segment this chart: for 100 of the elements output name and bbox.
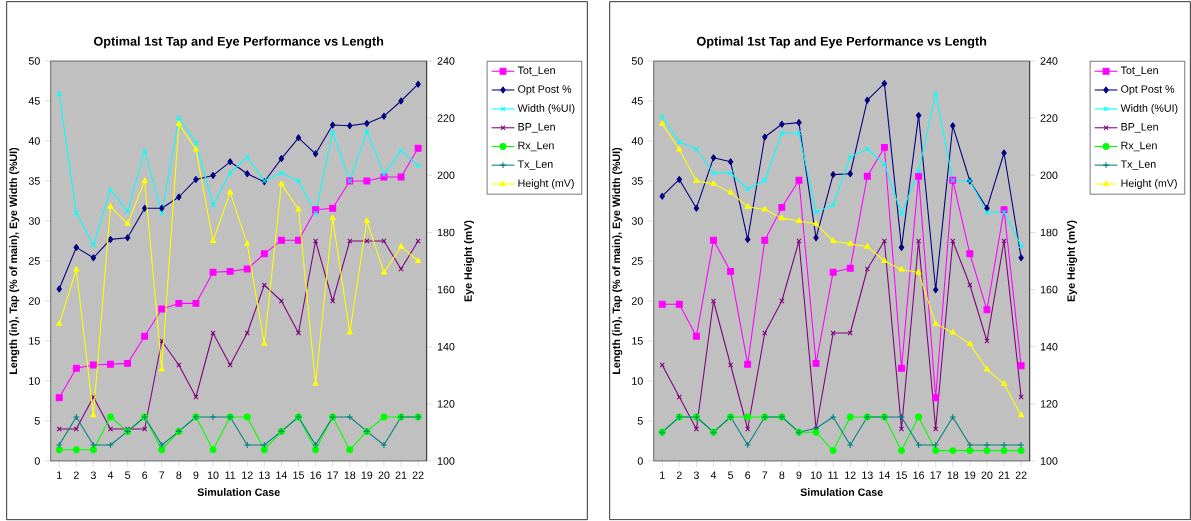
x-tick-label: 1 bbox=[57, 471, 62, 479]
x-tick-label: 7 bbox=[159, 471, 165, 479]
legend-label: Width (%UI) bbox=[1120, 104, 1178, 114]
x-tick-label: 9 bbox=[796, 471, 802, 479]
x-tick-label: 16 bbox=[310, 471, 322, 479]
chart-title: Optimal 1st Tap and Eye Performance vs Length bbox=[696, 36, 987, 49]
x-tick-label: 8 bbox=[779, 471, 785, 479]
legend-label: Rx_Len bbox=[1121, 141, 1157, 152]
x-tick-label: 12 bbox=[242, 471, 253, 479]
x-tick-label: 11 bbox=[225, 471, 236, 479]
legend-label: Tx_Len bbox=[517, 160, 553, 170]
x-tick-label: 15 bbox=[293, 471, 304, 479]
x-tick-label: 13 bbox=[259, 471, 270, 479]
legend-label: Opt Post % bbox=[518, 85, 572, 95]
y-tick-label: 0 bbox=[637, 457, 643, 465]
x-tick-label: 16 bbox=[913, 471, 925, 479]
y2-tick-label: 160 bbox=[1040, 285, 1058, 294]
legend-label: Rx_Len bbox=[518, 141, 554, 152]
y-tick-label: 45 bbox=[28, 97, 40, 105]
x-tick-label: 10 bbox=[810, 471, 822, 479]
x-tick-label: 14 bbox=[879, 471, 891, 479]
legend-label: Tot_Len bbox=[1120, 66, 1158, 77]
y-tick-label: 40 bbox=[28, 137, 40, 145]
x-tick-label: 3 bbox=[693, 471, 699, 479]
y2-tick-label: 180 bbox=[1040, 228, 1058, 237]
x-tick-label: 2 bbox=[73, 471, 79, 479]
x-tick-label: 20 bbox=[378, 471, 390, 479]
x-tick-label: 5 bbox=[728, 471, 734, 479]
legend-label: Height (mV) bbox=[518, 179, 574, 190]
x-tick-label: 2 bbox=[676, 471, 682, 479]
y2-tick-label: 100 bbox=[437, 457, 455, 465]
y-tick-label: 0 bbox=[34, 457, 40, 465]
y-tick-label: 5 bbox=[637, 417, 643, 425]
y-tick-label: 50 bbox=[28, 57, 40, 65]
y-axis-title: Length (in), Tap (% of main), Eye Width (%UI) bbox=[9, 147, 20, 374]
y-tick-label: 30 bbox=[28, 217, 40, 225]
x-tick-label: 18 bbox=[947, 471, 959, 479]
y-tick-label: 20 bbox=[631, 297, 643, 305]
x-tick-label: 19 bbox=[361, 471, 373, 479]
x-tick-label: 3 bbox=[90, 471, 96, 479]
legend-label: BP_Len bbox=[1121, 123, 1158, 133]
y2-tick-label: 200 bbox=[1040, 171, 1058, 180]
y-tick-label: 35 bbox=[28, 177, 40, 185]
x-tick-label: 6 bbox=[142, 471, 148, 479]
y-tick-label: 25 bbox=[28, 257, 40, 265]
y-tick-label: 45 bbox=[631, 97, 643, 105]
y2-tick-label: 120 bbox=[437, 400, 455, 408]
x-tick-label: 18 bbox=[344, 471, 356, 479]
legend-label: BP_Len bbox=[518, 123, 555, 133]
x-tick-label: 8 bbox=[176, 471, 182, 479]
x-tick-label: 7 bbox=[762, 471, 768, 479]
legend-label: Opt Post % bbox=[1121, 85, 1175, 95]
y2-tick-label: 240 bbox=[1040, 57, 1058, 65]
y-tick-label: 50 bbox=[631, 57, 643, 65]
x-tick-label: 9 bbox=[193, 471, 199, 479]
x-axis-title: Simulation Case bbox=[800, 488, 883, 496]
y-tick-label: 30 bbox=[631, 217, 643, 225]
chart-title: Optimal 1st Tap and Eye Performance vs Length bbox=[93, 36, 384, 49]
y2-tick-label: 220 bbox=[1040, 114, 1058, 122]
x-tick-label: 21 bbox=[998, 471, 1010, 479]
x-tick-label: 20 bbox=[981, 471, 993, 479]
legend-label: Height (mV) bbox=[1121, 179, 1177, 190]
x-tick-label: 14 bbox=[276, 471, 288, 479]
x-tick-label: 6 bbox=[745, 471, 751, 479]
y-axis-title: Length (in), Tap (% of main), Eye Width (%UI) bbox=[612, 147, 623, 374]
x-tick-label: 17 bbox=[327, 471, 339, 479]
y-tick-label: 35 bbox=[631, 177, 643, 185]
legend-label: Tx_Len bbox=[1120, 160, 1156, 170]
y2-tick-label: 140 bbox=[437, 342, 455, 351]
x-tick-label: 10 bbox=[207, 471, 219, 479]
x-tick-label: 17 bbox=[930, 471, 942, 479]
x-tick-label: 4 bbox=[107, 471, 114, 479]
y2-tick-label: 120 bbox=[1040, 400, 1058, 408]
x-axis-title: Simulation Case bbox=[197, 488, 280, 496]
x-tick-label: 22 bbox=[412, 471, 424, 479]
x-tick-label: 12 bbox=[845, 471, 856, 479]
y2-axis-title: Eye Height (mV) bbox=[1067, 220, 1078, 302]
y2-tick-label: 240 bbox=[437, 57, 455, 65]
legend-label: Width (%UI) bbox=[517, 104, 575, 114]
y2-tick-label: 220 bbox=[437, 114, 455, 122]
y-tick-label: 40 bbox=[631, 137, 643, 145]
y-tick-label: 25 bbox=[631, 257, 643, 265]
y-tick-label: 10 bbox=[632, 377, 643, 385]
y2-tick-label: 180 bbox=[437, 228, 455, 237]
y-tick-label: 20 bbox=[28, 297, 40, 305]
x-tick-label: 5 bbox=[125, 471, 131, 479]
legend-label: Tot_Len bbox=[517, 66, 555, 77]
x-tick-label: 13 bbox=[862, 471, 873, 479]
y2-axis-title: Eye Height (mV) bbox=[464, 220, 475, 302]
y2-tick-label: 160 bbox=[437, 285, 455, 294]
x-tick-label: 4 bbox=[710, 471, 717, 479]
y2-tick-label: 100 bbox=[1040, 457, 1058, 465]
y2-tick-label: 200 bbox=[437, 171, 455, 180]
y-tick-label: 10 bbox=[29, 377, 40, 385]
x-tick-label: 15 bbox=[896, 471, 907, 479]
y-tick-label: 15 bbox=[632, 337, 643, 345]
y-tick-label: 15 bbox=[29, 337, 40, 345]
x-tick-label: 21 bbox=[395, 471, 407, 479]
y2-tick-label: 140 bbox=[1040, 342, 1058, 351]
x-tick-label: 22 bbox=[1015, 471, 1027, 479]
